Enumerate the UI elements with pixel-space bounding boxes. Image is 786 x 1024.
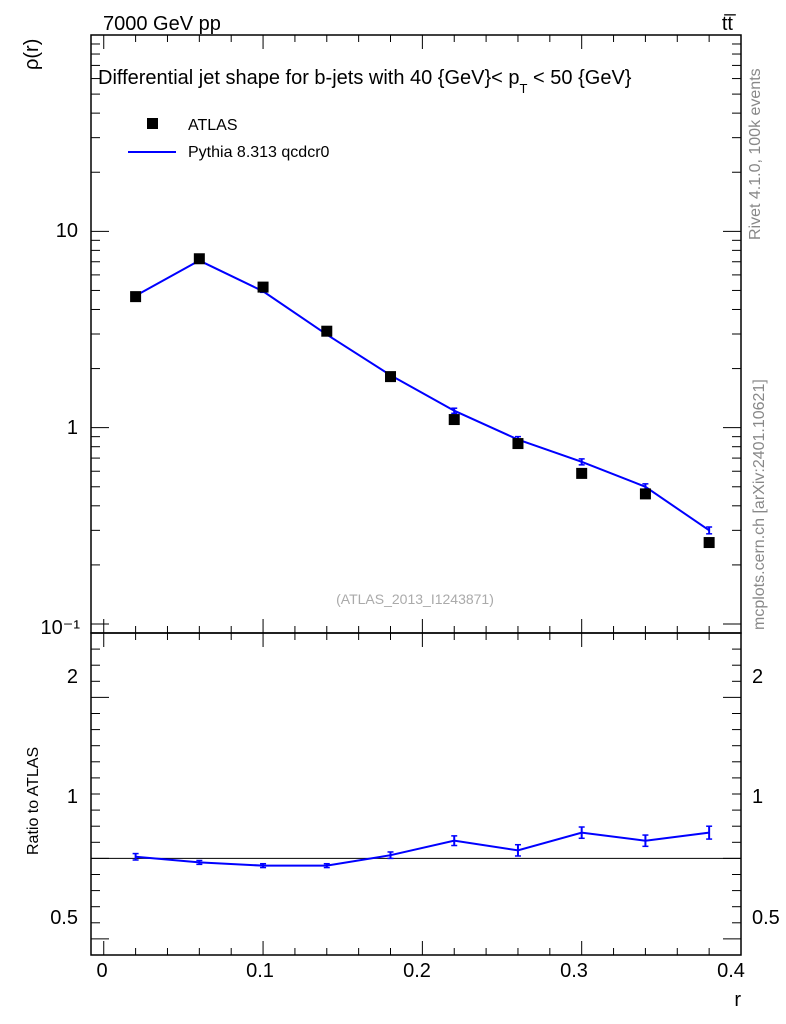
ratio-tick-label-right-2: 2 [752,666,763,688]
rivet-label: Rivet 4.1.0, 100k events [747,68,764,240]
legend-label-atlas: ATLAS [188,117,238,134]
ratio-frame [90,632,742,956]
x-axis-label: r [734,989,741,1011]
main-panel: Differential jet shape for b-jets with 4… [21,34,742,634]
x-tick-label-0: 0 [96,960,107,982]
analysis-label: (ATLAS_2013_I1243871) [336,591,494,607]
data-point [448,414,460,426]
data-point [576,467,588,479]
chart-title-sub: T [520,81,528,96]
ratio-panel: 2 1 0.5 2 1 0.5 Ratio to ATLAS [25,632,780,956]
y-tick-label-1: 1 [67,417,78,439]
data-point [639,488,651,500]
site-label: mcplots.cern.ch [arXiv:2401.10621] [751,379,768,630]
ratio-y-axis-label: Ratio to ATLAS [25,747,42,855]
data-point [193,253,205,265]
data-point [703,537,715,549]
x-tick-label-2: 0.2 [403,960,431,982]
x-tick-label-1: 0.1 [246,960,274,982]
y-tick-label-10: 10 [56,220,78,242]
data-point [385,371,397,383]
legend: ATLAS Pythia 8.313 qcdcr0 [128,117,330,161]
ratio-line [135,831,710,867]
x-tick-labels: 0 0.1 0.2 0.3 0.4 [96,960,744,982]
mc-line [135,259,710,532]
data-point [321,325,333,337]
main-ticks [91,34,742,634]
ratio-tick-label-left-0: 0.5 [50,907,78,929]
mc-error-bars [132,258,713,535]
energy-label: 7000 GeV pp [103,13,221,35]
chart-title-main: Differential jet shape for b-jets with 4… [98,67,520,89]
ratio-tick-label-left-2: 2 [67,666,78,688]
y-tick-label-1e-1: 10⁻¹ [41,617,81,639]
data-points [130,253,715,549]
legend-marker-atlas [147,118,158,129]
x-tick-label-4: 0.4 [717,960,745,982]
ratio-ticks [91,632,742,956]
ratio-error-bars [132,825,713,869]
chart-title-tail: < 50 {GeV} [528,67,632,89]
ratio-tick-label-right-0: 0.5 [752,907,780,929]
data-point [257,281,269,293]
x-tick-label-3: 0.3 [560,960,588,982]
chart-title: Differential jet shape for b-jets with 4… [98,67,632,96]
data-point [512,438,524,450]
y-axis-label: ρ(r) [21,39,43,70]
data-point [130,291,142,303]
ratio-tick-label-right-1: 1 [752,786,763,808]
ratio-tick-label-left-1: 1 [67,786,78,808]
legend-label-pythia: Pythia 8.313 qcdcr0 [188,144,330,161]
process-label: tt̅ [722,13,736,35]
